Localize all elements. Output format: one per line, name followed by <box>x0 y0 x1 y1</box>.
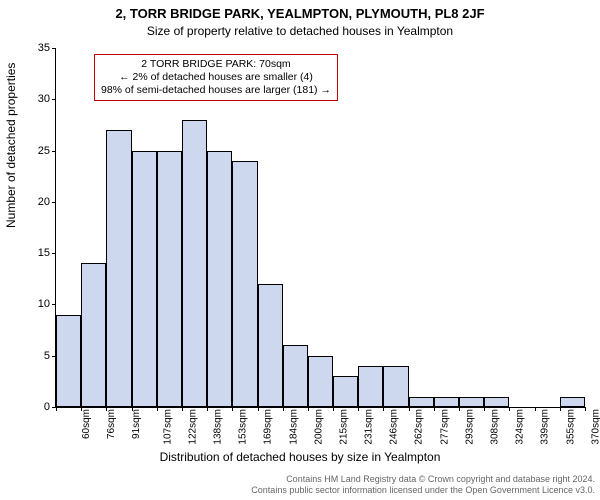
y-tick-mark <box>52 304 56 305</box>
x-tick-label: 169sqm <box>263 409 274 445</box>
x-tick-mark <box>358 407 359 411</box>
histogram-bar <box>132 151 157 407</box>
histogram-bar <box>333 376 358 407</box>
x-tick-mark <box>409 407 410 411</box>
x-tick-mark <box>434 407 435 411</box>
histogram-bar <box>258 284 283 407</box>
x-tick-mark <box>484 407 485 411</box>
chart-title-main: 2, TORR BRIDGE PARK, YEALMPTON, PLYMOUTH… <box>0 6 600 21</box>
x-tick-label: 293sqm <box>464 409 475 445</box>
histogram-bar <box>182 120 207 407</box>
x-tick-label: 324sqm <box>515 409 526 445</box>
x-tick-mark <box>333 407 334 411</box>
x-tick-label: 107sqm <box>162 409 173 445</box>
x-tick-label: 60sqm <box>81 409 92 439</box>
x-tick-label: 153sqm <box>238 409 249 445</box>
histogram-bar <box>157 151 182 407</box>
histogram-bar <box>81 263 106 407</box>
histogram-bar <box>484 397 509 407</box>
x-tick-mark <box>383 407 384 411</box>
footer-attribution: Contains HM Land Registry data © Crown c… <box>0 474 595 496</box>
annotation-line3: 98% of semi-detached houses are larger (… <box>101 84 331 97</box>
footer-line2: Contains public sector information licen… <box>0 485 595 496</box>
x-tick-mark <box>232 407 233 411</box>
x-tick-label: 215sqm <box>338 409 349 445</box>
x-tick-mark <box>182 407 183 411</box>
x-tick-mark <box>132 407 133 411</box>
x-tick-label: 76sqm <box>106 409 117 439</box>
histogram-bar <box>232 161 257 407</box>
y-tick-mark <box>52 48 56 49</box>
histogram-bar <box>383 366 408 407</box>
x-tick-mark <box>81 407 82 411</box>
x-tick-label: 138sqm <box>213 409 224 445</box>
x-tick-mark <box>459 407 460 411</box>
x-tick-label: 91sqm <box>131 409 142 439</box>
y-tick-mark <box>52 253 56 254</box>
histogram-bar <box>434 397 459 407</box>
x-tick-mark <box>585 407 586 411</box>
histogram-bar <box>207 151 232 407</box>
x-tick-mark <box>560 407 561 411</box>
histogram-bar <box>283 345 308 407</box>
x-tick-mark <box>535 407 536 411</box>
y-tick-mark <box>52 151 56 152</box>
footer-line1: Contains HM Land Registry data © Crown c… <box>0 474 595 485</box>
histogram-bar <box>56 315 81 407</box>
x-tick-label: 231sqm <box>364 409 375 445</box>
x-tick-mark <box>258 407 259 411</box>
chart-container: 2, TORR BRIDGE PARK, YEALMPTON, PLYMOUTH… <box>0 0 600 500</box>
chart-title-sub: Size of property relative to detached ho… <box>0 24 600 38</box>
x-tick-label: 339sqm <box>540 409 551 445</box>
annotation-line1: 2 TORR BRIDGE PARK: 70sqm <box>101 58 331 71</box>
annotation-line2: ← 2% of detached houses are smaller (4) <box>101 71 331 84</box>
x-tick-label: 184sqm <box>288 409 299 445</box>
histogram-bar <box>308 356 333 407</box>
x-tick-label: 308sqm <box>490 409 501 445</box>
x-tick-mark <box>157 407 158 411</box>
plot-area: 2 TORR BRIDGE PARK: 70sqm ← 2% of detach… <box>55 48 585 408</box>
x-tick-label: 246sqm <box>389 409 400 445</box>
y-tick-mark <box>52 202 56 203</box>
x-tick-mark <box>283 407 284 411</box>
x-tick-label: 370sqm <box>590 409 600 445</box>
histogram-bar <box>409 397 434 407</box>
x-tick-label: 262sqm <box>414 409 425 445</box>
x-tick-label: 277sqm <box>439 409 450 445</box>
y-tick-mark <box>52 99 56 100</box>
histogram-bar <box>358 366 383 407</box>
y-axis-label: Number of detached properties <box>4 63 18 228</box>
x-axis-label: Distribution of detached houses by size … <box>0 450 600 464</box>
x-tick-mark <box>56 407 57 411</box>
x-tick-mark <box>207 407 208 411</box>
x-tick-mark <box>106 407 107 411</box>
x-tick-label: 122sqm <box>187 409 198 445</box>
annotation-box: 2 TORR BRIDGE PARK: 70sqm ← 2% of detach… <box>94 54 338 101</box>
x-tick-mark <box>509 407 510 411</box>
x-tick-label: 355sqm <box>565 409 576 445</box>
histogram-bar <box>459 397 484 407</box>
histogram-bar <box>560 397 585 407</box>
x-tick-mark <box>308 407 309 411</box>
x-tick-label: 200sqm <box>313 409 324 445</box>
histogram-bar <box>106 130 131 407</box>
